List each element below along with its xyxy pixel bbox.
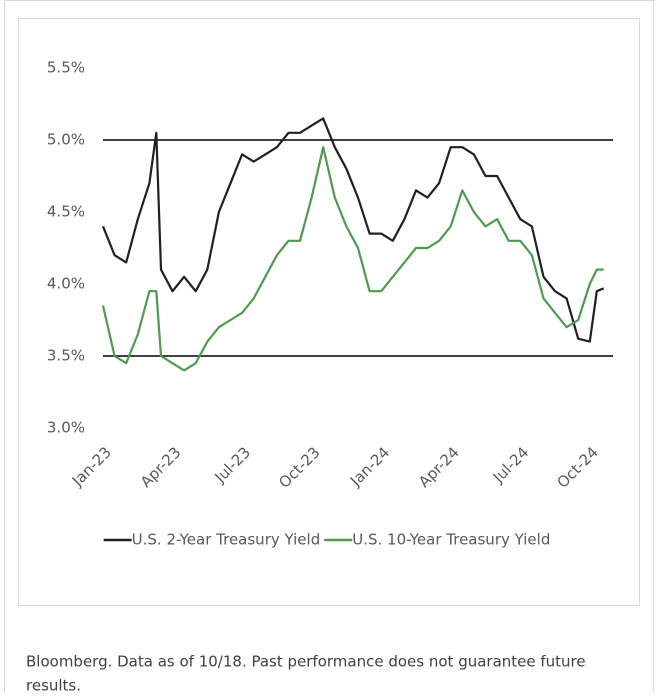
legend-label: U.S. 2-Year Treasury Yield [132,531,321,549]
series-line [101,117,605,343]
y-tick-label: 5.0% [47,131,85,149]
legend: U.S. 2-Year Treasury Yield U.S. 10-Year T… [103,531,550,549]
y-tick-label: 5.5% [47,59,85,77]
y-tick-label: 4.0% [47,275,85,293]
y-tick-label: 3.5% [47,347,85,365]
legend-label: U.S. 10-Year Treasury Yield [352,531,550,549]
series-line [101,146,604,372]
y-tick-label: 3.0% [47,419,85,437]
y-tick-label: 4.5% [47,203,85,221]
source-line-2: results. [26,677,81,693]
source-line-1: Bloomberg. Data as of 10/18. Past perfor… [26,653,586,671]
chart-frame [18,18,640,606]
